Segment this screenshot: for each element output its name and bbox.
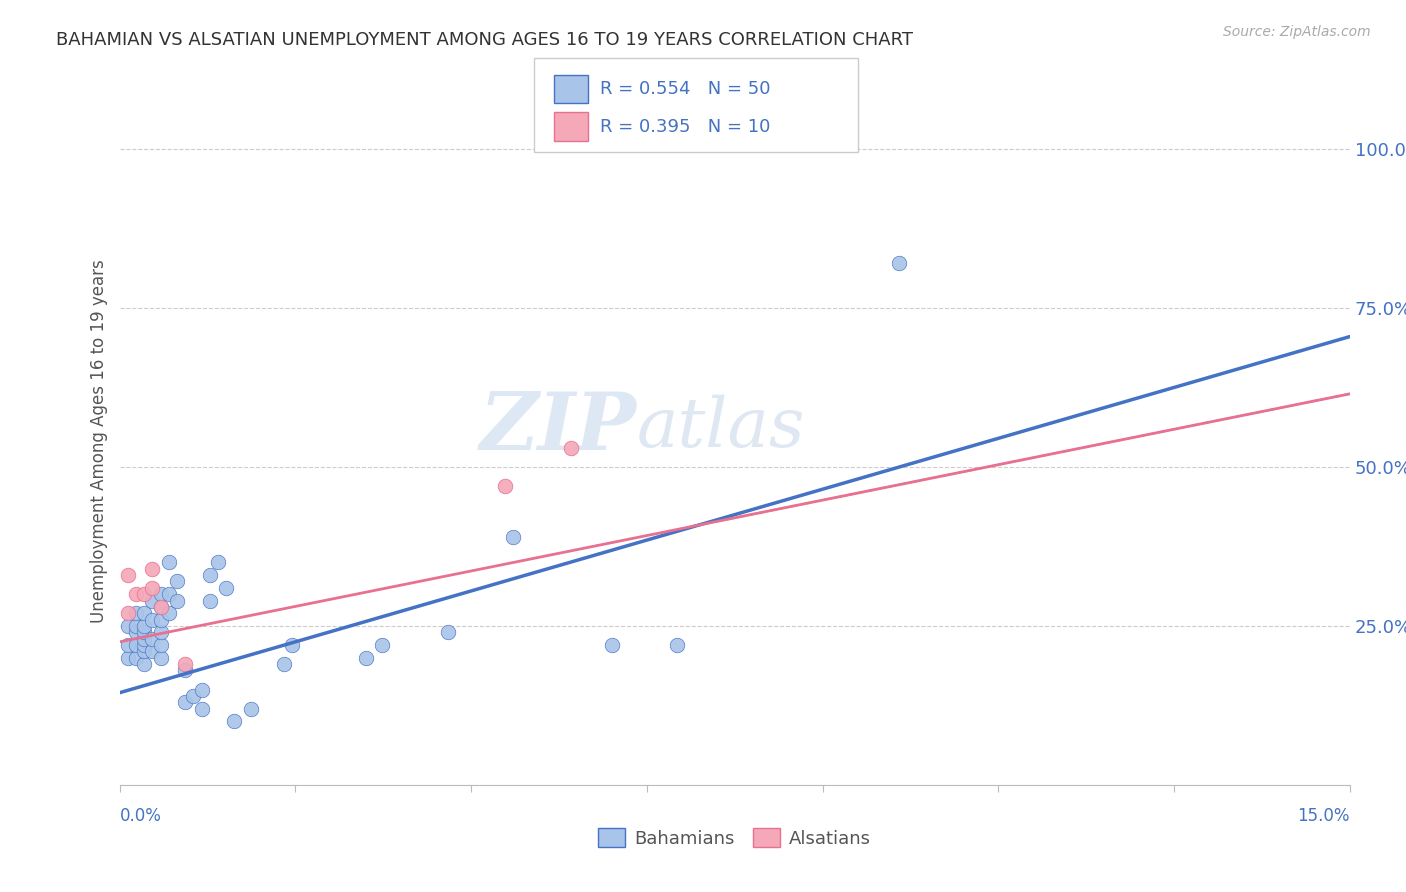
Bahamians [354, 650, 377, 665]
Text: atlas: atlas [636, 394, 804, 461]
Bahamians [436, 625, 458, 640]
Text: R = 0.554   N = 50: R = 0.554 N = 50 [600, 80, 770, 98]
Bahamians [125, 607, 148, 621]
Text: 15.0%: 15.0% [1298, 807, 1350, 825]
Alsatians [132, 587, 156, 601]
Bahamians [157, 587, 180, 601]
Bahamians [887, 256, 910, 270]
Bahamians [117, 650, 139, 665]
Alsatians [560, 441, 582, 455]
Bahamians [190, 682, 212, 697]
Bahamians [132, 632, 156, 646]
Text: BAHAMIAN VS ALSATIAN UNEMPLOYMENT AMONG AGES 16 TO 19 YEARS CORRELATION CHART: BAHAMIAN VS ALSATIAN UNEMPLOYMENT AMONG … [56, 31, 914, 49]
Bahamians [149, 625, 172, 640]
Y-axis label: Unemployment Among Ages 16 to 19 years: Unemployment Among Ages 16 to 19 years [90, 260, 108, 624]
Bahamians [157, 555, 180, 569]
Bahamians [239, 701, 262, 715]
Bahamians [141, 613, 163, 627]
Bahamians [215, 581, 238, 595]
Alsatians [149, 599, 172, 614]
Bahamians [224, 714, 246, 729]
Bahamians [149, 613, 172, 627]
Bahamians [502, 530, 524, 544]
Bahamians [125, 650, 148, 665]
Bahamians [132, 638, 156, 652]
Text: R = 0.395   N = 10: R = 0.395 N = 10 [600, 118, 770, 136]
Bahamians [149, 599, 172, 614]
Text: Source: ZipAtlas.com: Source: ZipAtlas.com [1223, 25, 1371, 39]
Bahamians [600, 638, 623, 652]
Bahamians [132, 657, 156, 672]
Bahamians [281, 638, 304, 652]
Alsatians [125, 587, 148, 601]
Legend: Bahamians, Alsatians: Bahamians, Alsatians [591, 822, 879, 855]
Bahamians [132, 619, 156, 633]
Bahamians [117, 638, 139, 652]
Alsatians [117, 568, 139, 582]
Bahamians [157, 607, 180, 621]
Bahamians [183, 689, 205, 703]
Bahamians [190, 701, 212, 715]
Bahamians [198, 568, 221, 582]
Bahamians [117, 619, 139, 633]
Bahamians [666, 638, 689, 652]
Bahamians [149, 650, 172, 665]
Alsatians [141, 581, 163, 595]
Bahamians [149, 638, 172, 652]
Bahamians [149, 587, 172, 601]
Bahamians [141, 593, 163, 607]
Alsatians [174, 657, 197, 672]
Bahamians [273, 657, 295, 672]
Bahamians [174, 664, 197, 678]
Bahamians [132, 607, 156, 621]
Bahamians [125, 625, 148, 640]
Bahamians [141, 644, 163, 658]
Alsatians [117, 607, 139, 621]
Bahamians [125, 619, 148, 633]
Bahamians [141, 632, 163, 646]
Bahamians [207, 555, 229, 569]
Bahamians [174, 695, 197, 709]
Bahamians [132, 625, 156, 640]
Text: ZIP: ZIP [479, 389, 636, 467]
Bahamians [166, 593, 188, 607]
Bahamians [371, 638, 394, 652]
Alsatians [494, 479, 516, 493]
Bahamians [132, 644, 156, 658]
Alsatians [141, 562, 163, 576]
Bahamians [166, 574, 188, 589]
Bahamians [125, 638, 148, 652]
Text: 0.0%: 0.0% [120, 807, 162, 825]
Bahamians [198, 593, 221, 607]
